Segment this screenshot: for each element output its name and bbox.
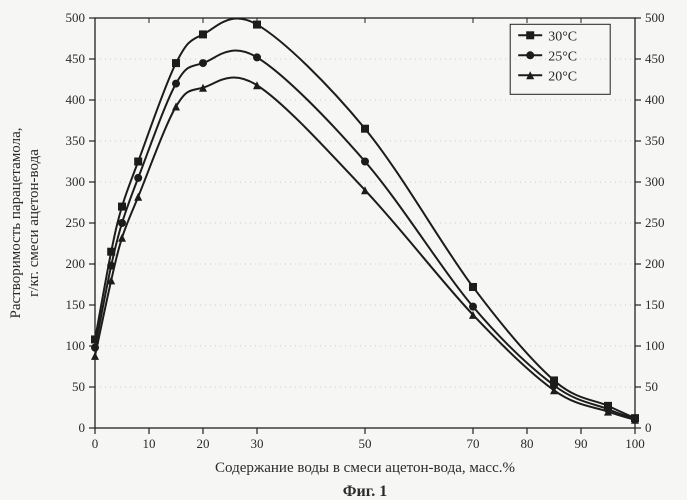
y-tick-label-right: 250 bbox=[645, 215, 665, 230]
y-tick-label-left: 100 bbox=[66, 338, 86, 353]
y-tick-label-right: 150 bbox=[645, 297, 665, 312]
marker-square bbox=[526, 31, 534, 39]
x-tick-label: 80 bbox=[521, 436, 534, 451]
y-tick-label-right: 450 bbox=[645, 51, 665, 66]
marker-circle bbox=[526, 51, 534, 59]
x-tick-label: 90 bbox=[575, 436, 588, 451]
y-tick-label-left: 500 bbox=[66, 10, 86, 25]
x-tick-label: 10 bbox=[143, 436, 156, 451]
marker-circle bbox=[469, 303, 477, 311]
x-axis-label: Содержание воды в смеси ацетон-вода, мас… bbox=[215, 460, 515, 476]
x-tick-label: 0 bbox=[92, 436, 99, 451]
x-tick-label: 20 bbox=[197, 436, 210, 451]
x-tick-label: 70 bbox=[467, 436, 480, 451]
y-tick-label-left: 350 bbox=[66, 133, 86, 148]
figure-caption: Фиг. 1 bbox=[343, 483, 387, 500]
y-tick-label-left: 450 bbox=[66, 51, 86, 66]
y-tick-label-left: 300 bbox=[66, 174, 86, 189]
y-tick-label-right: 500 bbox=[645, 10, 665, 25]
y-tick-label-left: 0 bbox=[79, 420, 86, 435]
marker-square bbox=[253, 21, 261, 29]
marker-square bbox=[361, 125, 369, 133]
marker-square bbox=[199, 30, 207, 38]
marker-square bbox=[172, 59, 180, 67]
y-tick-label-right: 50 bbox=[645, 379, 658, 394]
y-tick-label-left: 200 bbox=[66, 256, 86, 271]
marker-square bbox=[134, 158, 142, 166]
y-tick-label-right: 400 bbox=[645, 92, 665, 107]
x-tick-label: 50 bbox=[359, 436, 372, 451]
legend-label: 30°C bbox=[548, 29, 577, 44]
marker-circle bbox=[118, 219, 126, 227]
marker-circle bbox=[172, 80, 180, 88]
x-tick-label: 100 bbox=[625, 436, 645, 451]
y-tick-label-right: 200 bbox=[645, 256, 665, 271]
y-tick-label-left: 50 bbox=[72, 379, 85, 394]
y-tick-label-left: 150 bbox=[66, 297, 86, 312]
y-tick-label-right: 0 bbox=[645, 420, 652, 435]
y-tick-label-right: 100 bbox=[645, 338, 665, 353]
legend-label: 25°C bbox=[548, 49, 577, 64]
y-tick-label-right: 350 bbox=[645, 133, 665, 148]
marker-circle bbox=[134, 174, 142, 182]
x-tick-label: 30 bbox=[251, 436, 264, 451]
solubility-chart: 0102030507080901000501001502002503003504… bbox=[0, 0, 687, 500]
y-tick-label-left: 250 bbox=[66, 215, 86, 230]
marker-circle bbox=[253, 53, 261, 61]
legend-label: 20°C bbox=[548, 69, 577, 84]
marker-circle bbox=[199, 59, 207, 67]
marker-square bbox=[469, 283, 477, 291]
y-tick-label-left: 400 bbox=[66, 92, 86, 107]
marker-square bbox=[118, 203, 126, 211]
y-tick-label-right: 300 bbox=[645, 174, 665, 189]
marker-circle bbox=[361, 158, 369, 166]
